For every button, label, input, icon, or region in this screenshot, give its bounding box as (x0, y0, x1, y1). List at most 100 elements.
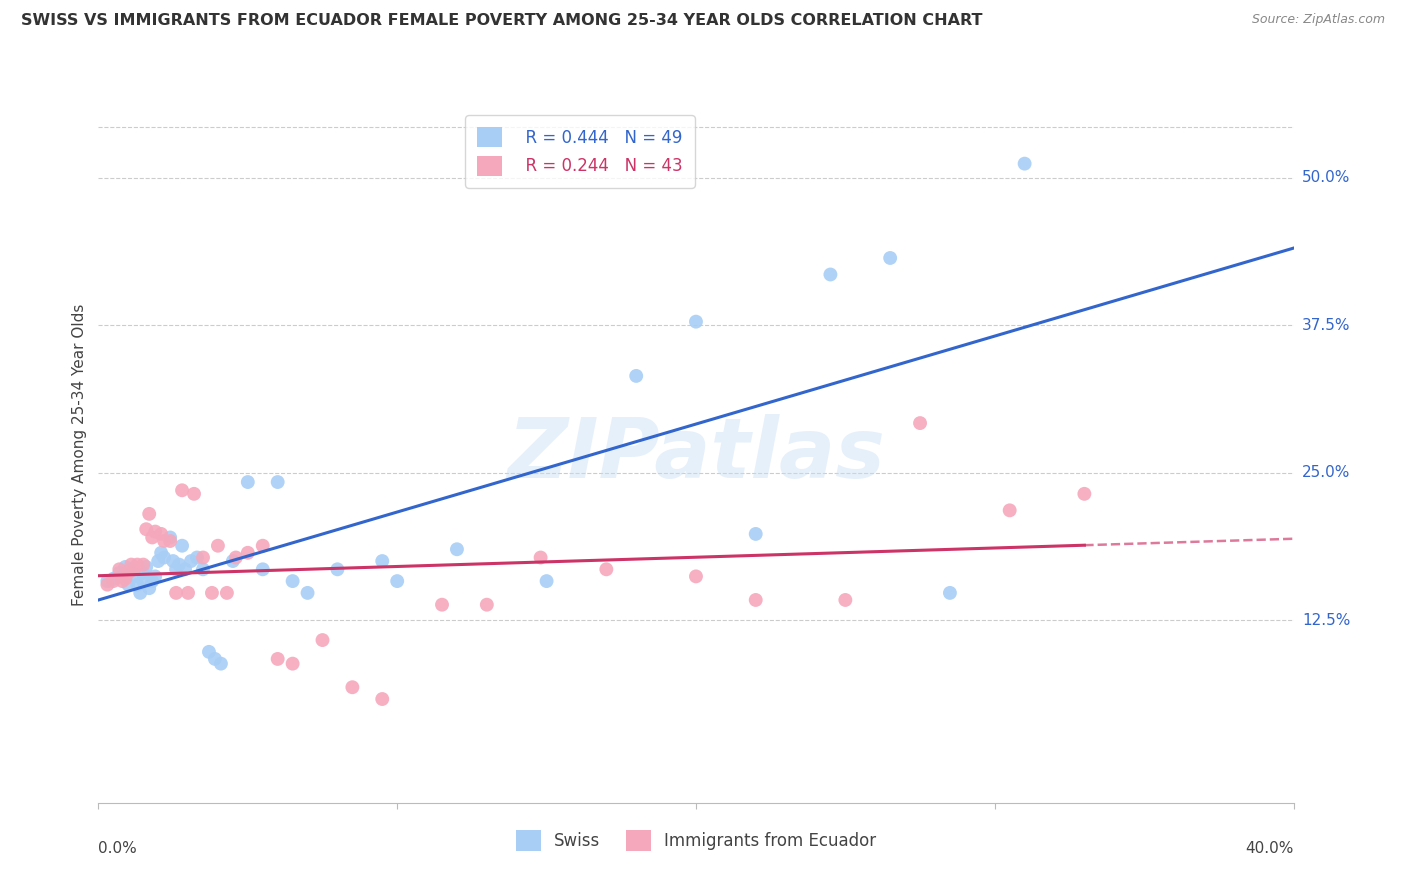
Point (153, 534, 176, 549)
Point (108, 566, 131, 580)
Point (111, 574, 134, 588)
Point (186, 550, 208, 565)
Point (281, 657, 304, 671)
Point (141, 574, 163, 588)
Point (117, 566, 139, 580)
Point (124, 562, 146, 576)
Point (150, 546, 173, 560)
Point (430, 598, 453, 612)
Point (143, 569, 166, 583)
Point (150, 527, 173, 541)
Point (446, 542, 468, 557)
Point (879, 251, 901, 265)
Point (108, 562, 131, 576)
Point (834, 593, 856, 607)
Point (172, 483, 194, 498)
Point (685, 315, 707, 329)
Point (191, 550, 214, 565)
Point (595, 562, 617, 576)
Point (143, 524, 166, 539)
Point (96, 574, 118, 588)
Point (201, 586, 224, 600)
Point (177, 586, 200, 600)
Point (209, 657, 232, 671)
Point (998, 503, 1021, 517)
Y-axis label: Female Poverty Among 25-34 Year Olds: Female Poverty Among 25-34 Year Olds (72, 304, 87, 606)
Point (371, 692, 394, 706)
Point (745, 527, 768, 541)
Point (252, 562, 274, 576)
Point (135, 560, 157, 574)
Point (267, 652, 290, 666)
Point (225, 550, 247, 565)
Point (124, 569, 146, 583)
Point (908, 416, 931, 430)
Point (183, 487, 205, 501)
Point (624, 368, 647, 383)
Point (536, 574, 558, 588)
Point (117, 577, 139, 591)
Point (820, 268, 842, 282)
Point (135, 522, 157, 536)
Point (103, 572, 125, 586)
Point (685, 569, 707, 583)
Point (252, 539, 274, 553)
Text: Source: ZipAtlas.com: Source: ZipAtlas.com (1251, 13, 1385, 27)
Point (159, 534, 181, 549)
Point (311, 633, 333, 648)
Point (371, 554, 394, 568)
Text: SWISS VS IMMIGRANTS FROM ECUADOR FEMALE POVERTY AMONG 25-34 YEAR OLDS CORRELATIO: SWISS VS IMMIGRANTS FROM ECUADOR FEMALE … (21, 13, 983, 29)
Point (120, 558, 142, 572)
Text: 25.0%: 25.0% (1302, 465, 1350, 480)
Point (114, 560, 136, 574)
Point (207, 539, 229, 553)
Point (745, 593, 768, 607)
Point (138, 581, 160, 595)
Point (281, 574, 304, 588)
Point (267, 475, 290, 489)
Point (174, 562, 197, 576)
Point (141, 531, 163, 545)
Point (326, 562, 349, 576)
Point (96, 577, 118, 591)
Text: 12.5%: 12.5% (1302, 613, 1350, 627)
Point (475, 598, 498, 612)
Point (148, 554, 170, 568)
Point (222, 554, 245, 568)
Point (132, 574, 155, 588)
Point (180, 554, 202, 568)
Point (127, 577, 149, 591)
Point (127, 558, 149, 572)
Point (385, 574, 409, 588)
Point (172, 539, 194, 553)
Point (297, 586, 319, 600)
Point (1014, 156, 1036, 170)
Point (162, 554, 184, 568)
Point (167, 558, 190, 572)
Point (165, 586, 187, 600)
Point (153, 550, 176, 565)
Point (129, 586, 152, 600)
Text: 40.0%: 40.0% (1246, 841, 1294, 856)
Point (939, 586, 962, 600)
Point (191, 562, 214, 576)
Point (138, 507, 160, 521)
Point (342, 680, 364, 694)
Text: 0.0%: 0.0% (98, 841, 138, 856)
Text: ZIPatlas: ZIPatlas (508, 415, 884, 495)
Point (132, 566, 155, 580)
Point (120, 562, 142, 576)
Point (1073, 487, 1095, 501)
Point (114, 572, 136, 586)
Text: 37.5%: 37.5% (1302, 318, 1350, 333)
Text: 50.0%: 50.0% (1302, 170, 1350, 186)
Point (198, 645, 221, 659)
Point (132, 558, 155, 572)
Point (204, 652, 226, 666)
Point (236, 475, 259, 489)
Legend: Swiss, Immigrants from Ecuador: Swiss, Immigrants from Ecuador (506, 821, 886, 861)
Point (236, 546, 259, 560)
Point (165, 562, 187, 576)
Point (215, 586, 238, 600)
Point (103, 574, 125, 588)
